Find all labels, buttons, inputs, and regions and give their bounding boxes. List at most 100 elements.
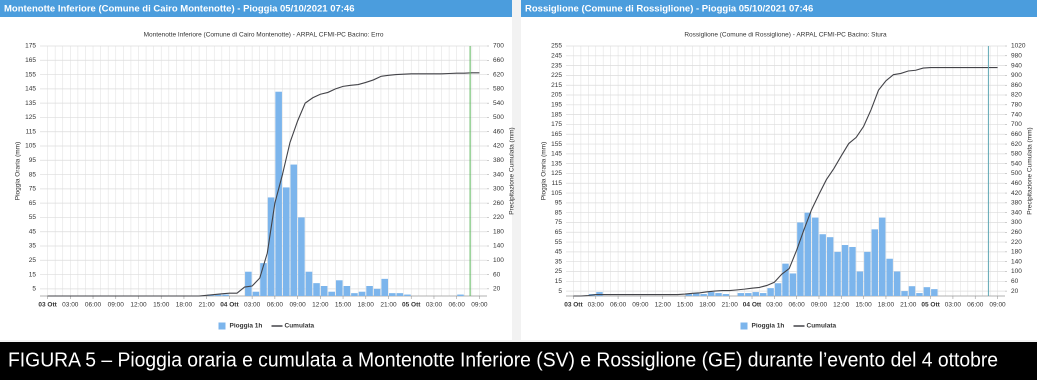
bar (222, 294, 229, 296)
y-tick-label: 115 (552, 180, 563, 187)
y-tick-label: 65 (29, 200, 37, 207)
y-axis-title: Pioggia Oraria (mm) (15, 142, 22, 201)
y2-tick-label: 500 (1011, 170, 1022, 177)
y2-tick-label: 300 (1011, 219, 1022, 226)
bar (879, 217, 886, 296)
x-tick-label: 03:00 (62, 302, 79, 309)
y-tick-label: 145 (551, 151, 562, 158)
x-tick-label: 21:00 (900, 302, 917, 309)
y2-tick-label: 660 (1011, 131, 1022, 138)
chart-title: Montenotte Inferiore (Comune di Cairo Mo… (144, 32, 384, 39)
y-tick-label: 175 (551, 121, 562, 128)
x-tick-label: 18:00 (358, 302, 375, 309)
y-tick-label: 15 (555, 278, 563, 285)
bar (366, 286, 373, 296)
bar (343, 286, 351, 296)
x-tick-label: 05 Ott (921, 302, 940, 309)
x-tick-label: 06:00 (967, 302, 984, 309)
y-tick-label: 85 (29, 171, 37, 178)
y-tick-label: 25 (555, 268, 563, 275)
y-tick-label: 175 (25, 43, 36, 50)
y-tick-label: 35 (29, 243, 37, 250)
y2-tick-label: 60 (1011, 278, 1019, 285)
bar (252, 291, 260, 296)
bar (282, 187, 290, 296)
legend-label: Pioggia 1h (230, 323, 263, 330)
bar (389, 293, 396, 296)
y2-tick-label: 340 (493, 171, 504, 178)
bar (864, 251, 871, 296)
y-tick-label: 75 (555, 219, 563, 226)
y-tick-label: 85 (555, 209, 563, 216)
x-tick-label: 06:00 (449, 302, 466, 309)
bar (797, 222, 804, 296)
y-tick-label: 245 (551, 53, 562, 60)
x-tick-label: 09:00 (632, 302, 649, 309)
x-tick-label: 12:00 (130, 302, 147, 309)
y2-tick-label: 380 (1011, 200, 1022, 207)
y2-tick-label: 60 (493, 271, 501, 278)
bar (381, 278, 389, 296)
y-tick-label: 115 (26, 128, 37, 135)
bar (745, 293, 752, 296)
x-tick-label: 21:00 (380, 302, 397, 309)
x-tick-label: 05 Ott (402, 302, 421, 309)
x-tick-label: 15:00 (855, 302, 872, 309)
y-tick-label: 215 (551, 82, 562, 89)
y2-tick-label: 260 (493, 200, 504, 207)
bar (849, 246, 856, 296)
panel-header (521, 0, 1037, 17)
x-tick-label: 21:00 (722, 302, 739, 309)
x-tick-label: 06:00 (267, 302, 284, 309)
y-tick-label: 135 (25, 100, 36, 107)
line (47, 72, 480, 297)
bar (290, 164, 298, 296)
y-tick-label: 145 (25, 86, 36, 93)
bar (457, 294, 464, 296)
bar (305, 271, 313, 296)
y-tick-label: 75 (29, 186, 37, 193)
y-tick-label: 155 (551, 141, 562, 148)
x-tick-label: 15:00 (153, 302, 170, 309)
bar (759, 293, 767, 296)
bar (804, 212, 812, 296)
x-tick-label: 12:00 (655, 302, 672, 309)
y2-tick-label: 420 (493, 143, 504, 150)
x-tick-label: 09:00 (108, 302, 125, 309)
bar (901, 291, 908, 296)
x-tick-label: 04 Ott (743, 302, 762, 309)
bar (335, 280, 343, 296)
bar (856, 271, 864, 296)
bar (373, 288, 381, 296)
y-tick-label: 5 (558, 288, 562, 295)
x-tick-label: 03 Ott (38, 302, 57, 309)
bar (351, 293, 358, 296)
y-tick-label: 5 (32, 286, 36, 293)
bar (916, 293, 923, 296)
y-tick-label: 165 (551, 131, 562, 138)
x-tick-label: 12:00 (833, 302, 850, 309)
y-tick-label: 95 (555, 200, 563, 207)
y-tick-label: 225 (551, 72, 562, 79)
y2-tick-label: 100 (1011, 268, 1022, 275)
bar (819, 234, 826, 296)
y2-tick-label: 580 (493, 86, 504, 93)
x-tick-label: 03:00 (244, 302, 261, 309)
bar (715, 293, 722, 296)
y-tick-label: 185 (551, 111, 562, 118)
x-tick-label: 06:00 (610, 302, 627, 309)
y-tick-label: 155 (25, 71, 36, 78)
y-tick-label: 15 (29, 271, 37, 278)
y2-tick-label: 340 (1011, 209, 1022, 216)
y2-tick-label: 860 (1011, 82, 1022, 89)
y2-tick-label: 740 (1011, 111, 1022, 118)
y-tick-label: 235 (551, 62, 562, 69)
y2-tick-label: 780 (1011, 102, 1022, 109)
bar (782, 263, 789, 296)
x-tick-label: 18:00 (176, 302, 193, 309)
chart-title: Rossiglione (Comune di Rossiglione) - AR… (684, 32, 887, 39)
bar (774, 283, 782, 296)
y2-tick-label: 220 (1011, 239, 1022, 246)
bar (700, 294, 707, 296)
